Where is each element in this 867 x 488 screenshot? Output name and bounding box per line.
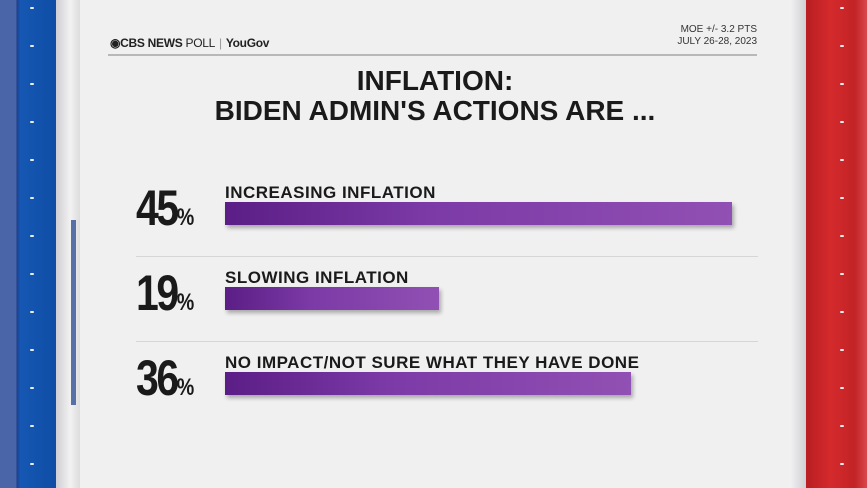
logo-separator: | (219, 36, 222, 50)
value-label: 36% (136, 350, 195, 406)
chart-title: INFLATION: BIDEN ADMIN'S ACTIONS ARE ... (80, 66, 790, 126)
cbs-eye-icon: ◉ (110, 36, 121, 50)
margin-of-error: MOE +/- 3.2 PTS (680, 24, 757, 35)
category-label: INCREASING INFLATION (225, 183, 436, 202)
left-rivet (30, 159, 34, 161)
bar (225, 287, 440, 310)
right-frame (790, 0, 806, 488)
right-rivet (840, 387, 844, 389)
left-rivet (30, 311, 34, 313)
title-line-2: BIDEN ADMIN'S ACTIONS ARE ... (214, 95, 656, 126)
cbs-news-poll-logo: ◉CBS NEWS POLL | YouGov (110, 36, 269, 50)
right-rivet (840, 83, 844, 85)
poll-dates: JULY 26-28, 2023 (677, 36, 757, 47)
left-rivet (30, 273, 34, 275)
left-rivet (30, 235, 34, 237)
left-rivet (30, 387, 34, 389)
right-rivet (840, 349, 844, 351)
left-rivet (30, 197, 34, 199)
left-accent (71, 220, 76, 405)
row-divider (136, 256, 758, 257)
left-rivet (30, 121, 34, 123)
row-divider (136, 341, 758, 342)
left-rivet (30, 463, 34, 465)
logo-cbs: CBS NEWS (120, 36, 183, 50)
right-rivet (840, 311, 844, 313)
bar (225, 202, 733, 225)
right-rivet (840, 159, 844, 161)
right-rivet (840, 235, 844, 237)
left-rivet (30, 7, 34, 9)
poll-info: MOE +/- 3.2 PTS JULY 26-28, 2023 (677, 24, 757, 48)
left-rivet (30, 45, 34, 47)
left-blue-stripe (0, 0, 56, 488)
right-red-stripe (806, 0, 867, 488)
right-rivet (840, 425, 844, 427)
left-rivet (30, 349, 34, 351)
right-rivet (840, 197, 844, 199)
header-divider (108, 54, 757, 56)
logo-yougov: YouGov (225, 36, 270, 50)
right-rivet (840, 45, 844, 47)
category-label: NO IMPACT/NOT SURE WHAT THEY HAVE DONE (225, 353, 640, 372)
poll-panel: ◉CBS NEWS POLL | YouGov MOE +/- 3.2 PTS JU… (80, 0, 790, 488)
title-line-1: INFLATION: (356, 65, 514, 96)
bar (225, 372, 631, 395)
value-label: 19% (136, 265, 195, 321)
right-rivet (840, 7, 844, 9)
left-rivet (30, 425, 34, 427)
category-label: SLOWING INFLATION (225, 268, 409, 287)
right-rivet (840, 463, 844, 465)
value-label: 45% (136, 180, 195, 236)
logo-poll: POLL (185, 36, 216, 50)
right-rivet (840, 121, 844, 123)
left-rivet (30, 83, 34, 85)
left-frame (56, 0, 80, 488)
right-rivet (840, 273, 844, 275)
